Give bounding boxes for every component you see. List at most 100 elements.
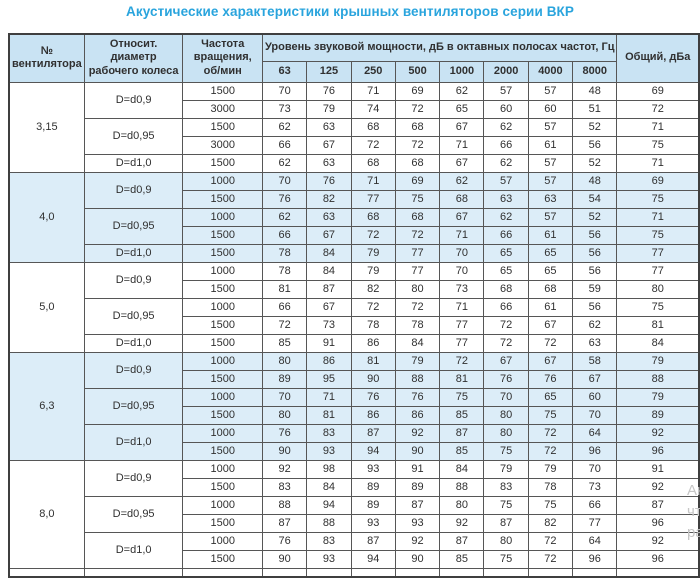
level-cell-125hz: 63 <box>306 153 352 173</box>
level-cell-8000hz: 56 <box>572 135 618 155</box>
level-cell-63hz: 70 <box>261 81 308 101</box>
level-cell-2000hz: 83 <box>483 477 529 497</box>
table-row: 6,3 D=d0,9 1000 80 86 81 79 72 67 67 58 79 <box>8 351 700 461</box>
rpm-cell: 1500 <box>182 315 263 335</box>
level-cell-125hz: 67 <box>306 135 352 155</box>
frequency-bands-row: 63 125 250 500 1000 2000 4000 8000 <box>9 60 699 83</box>
col-header-freq-500: 500 <box>394 60 441 83</box>
level-cell-2000hz: 68 <box>483 279 529 299</box>
empty-cell <box>182 567 263 577</box>
diameter-cell: D=d1,0 <box>83 243 184 263</box>
level-cell-4000hz: 57 <box>527 207 574 227</box>
level-cell-1000hz: 81 <box>439 369 485 389</box>
level-cell-2000hz: 80 <box>483 423 529 443</box>
level-cell-125hz: 86 <box>306 351 352 371</box>
level-cell-2000hz: 76 <box>483 369 529 389</box>
diameter-cell: D=d1,0 <box>83 153 184 173</box>
level-cell-8000hz: 70 <box>572 405 618 425</box>
level-cell-1000hz: 77 <box>439 315 485 335</box>
level-cell-125hz: 91 <box>306 333 352 353</box>
level-cell-500hz: 90 <box>394 549 441 569</box>
level-cell-125hz: 63 <box>306 117 352 137</box>
level-cell-4000hz: 65 <box>527 387 574 407</box>
level-cell-8000hz: 52 <box>572 207 618 227</box>
level-cell-2000hz: 72 <box>483 315 529 335</box>
level-cell-63hz: 76 <box>261 189 308 209</box>
level-cell-63hz: 76 <box>261 423 308 443</box>
level-cell-1000hz: 75 <box>439 387 485 407</box>
level-cell-250hz: 93 <box>350 459 396 479</box>
table-row: 1500 80 81 86 86 85 80 75 70 89 <box>9 405 700 425</box>
empty-cell <box>572 567 618 577</box>
level-cell-8000hz: 54 <box>572 189 618 209</box>
table-row: D=d1,0 1500 85 91 86 84 77 72 72 63 84 <box>9 333 700 353</box>
level-cell-4000hz: 79 <box>527 459 574 479</box>
level-cell-4000hz: 57 <box>527 81 574 101</box>
level-cell-125hz: 87 <box>306 279 352 299</box>
level-cell-250hz: 72 <box>350 225 396 245</box>
level-cell-2000hz: 63 <box>483 189 529 209</box>
level-cell-2000hz: 75 <box>483 495 529 515</box>
table-row: 4,0 D=d0,9 1000 70 76 71 69 62 57 57 48 69 <box>8 171 700 263</box>
col-header-diameter: Относит. диаметр рабочего колеса <box>83 33 184 83</box>
fan-number-cell: 8,0 <box>8 459 85 569</box>
level-cell-1000hz: 88 <box>439 477 485 497</box>
level-cell-2000hz: 62 <box>483 117 529 137</box>
table-row: 3000 73 79 74 72 65 60 60 51 72 <box>9 99 700 119</box>
fan-number-cell: 3,15 <box>8 81 85 173</box>
level-cell-2000hz: 80 <box>483 531 529 551</box>
level-cell-8000hz: 59 <box>572 279 618 299</box>
level-cell-2000hz: 75 <box>483 549 529 569</box>
level-cell-250hz: 94 <box>350 549 396 569</box>
level-cell-125hz: 76 <box>306 81 352 101</box>
level-cell-1000hz: 62 <box>439 81 485 101</box>
table-row: D=d0,95 1500 62 63 68 68 67 62 57 52 71 <box>9 117 700 155</box>
level-cell-250hz: 79 <box>350 243 396 263</box>
empty-cell <box>83 567 184 577</box>
level-cell-63hz: 70 <box>261 387 308 407</box>
level-cell-125hz: 94 <box>306 495 352 515</box>
rpm-cell: 1000 <box>182 387 263 407</box>
level-cell-4000hz: 78 <box>527 477 574 497</box>
rpm-cell: 3000 <box>182 135 263 155</box>
diameter-cell: D=d0,9 <box>83 459 184 497</box>
total-dba-cell: 96 <box>616 513 700 533</box>
level-cell-500hz: 72 <box>394 225 441 245</box>
fan-number-cell: 4,0 <box>8 171 85 263</box>
level-cell-4000hz: 61 <box>527 225 574 245</box>
level-cell-2000hz: 66 <box>483 297 529 317</box>
rpm-cell: 1500 <box>182 441 263 461</box>
level-cell-1000hz: 85 <box>439 441 485 461</box>
level-cell-4000hz: 72 <box>527 549 574 569</box>
level-cell-63hz: 89 <box>261 369 308 389</box>
table-row: 1500 90 93 94 90 85 75 72 96 96 <box>9 549 700 569</box>
rpm-cell: 1000 <box>182 171 263 191</box>
level-cell-500hz: 84 <box>394 333 441 353</box>
total-dba-cell: 69 <box>616 81 700 101</box>
level-cell-8000hz: 96 <box>572 441 618 461</box>
level-cell-63hz: 88 <box>261 495 308 515</box>
level-cell-63hz: 72 <box>261 315 308 335</box>
level-cell-250hz: 81 <box>350 351 396 371</box>
rpm-cell: 1000 <box>182 207 263 227</box>
level-cell-1000hz: 67 <box>439 207 485 227</box>
level-cell-2000hz: 66 <box>483 225 529 245</box>
level-cell-1000hz: 67 <box>439 117 485 137</box>
level-cell-250hz: 90 <box>350 369 396 389</box>
watermark-line: ра <box>687 524 700 541</box>
rpm-cell: 1500 <box>182 81 263 101</box>
watermark: Ак чт ра <box>687 480 700 543</box>
table-row: 1500 76 82 77 75 68 63 63 54 75 <box>9 189 700 209</box>
level-cell-500hz: 86 <box>394 405 441 425</box>
level-cell-4000hz: 60 <box>527 99 574 119</box>
level-cell-1000hz: 73 <box>439 279 485 299</box>
total-dba-cell: 92 <box>616 477 700 497</box>
total-dba-cell: 79 <box>616 351 700 371</box>
level-cell-125hz: 93 <box>306 441 352 461</box>
total-dba-cell: 72 <box>616 99 700 119</box>
level-cell-125hz: 63 <box>306 207 352 227</box>
level-cell-125hz: 67 <box>306 225 352 245</box>
level-cell-4000hz: 63 <box>527 189 574 209</box>
level-cell-125hz: 67 <box>306 297 352 317</box>
total-dba-cell: 96 <box>616 549 700 569</box>
